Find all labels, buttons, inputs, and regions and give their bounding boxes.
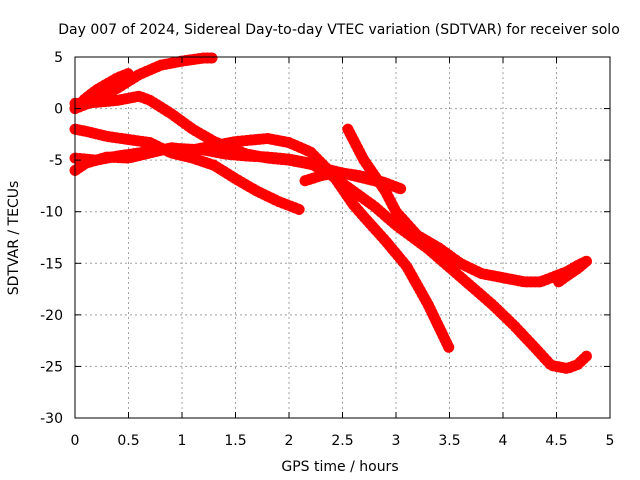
x-tick-label: 4.5	[545, 433, 567, 449]
y-axis-label: SDTVAR / TECUs	[6, 181, 22, 296]
x-tick-label: 0.5	[117, 433, 139, 449]
x-tick-label: 1.5	[224, 433, 246, 449]
x-tick-label: 2.5	[331, 433, 353, 449]
x-tick-label: 2	[285, 433, 294, 449]
axis-ticks: 0 0.5 1 1.5 2 2.5 3 3.5 4 4.5 5 5 0 -5 -10 -15 -20 -25 -30	[40, 50, 614, 449]
y-tick-label: -10	[40, 205, 63, 221]
x-axis-label: GPS time / hours	[281, 459, 398, 475]
x-tick-label: 4	[499, 433, 508, 449]
y-tick-label: 5	[54, 50, 63, 66]
y-tick-label: -20	[40, 308, 63, 324]
y-tick-label: 0	[54, 102, 63, 118]
series-track-4-markers	[69, 123, 306, 216]
x-tick-label: 0	[71, 433, 80, 449]
chart-grid	[75, 57, 610, 418]
y-tick-label: -25	[40, 359, 63, 375]
x-tick-label: 5	[606, 433, 615, 449]
y-tick-label: -15	[40, 256, 63, 272]
y-tick-label: -5	[49, 153, 63, 169]
data-series-layer	[69, 52, 592, 374]
x-tick-label: 1	[178, 433, 187, 449]
x-tick-label: 3	[392, 433, 401, 449]
y-tick-label: -30	[40, 411, 63, 427]
x-tick-label: 3.5	[438, 433, 460, 449]
chart-title: Day 007 of 2024, Sidereal Day-to-day VTE…	[58, 22, 620, 38]
plot-frame	[74, 56, 611, 419]
series-track-8-markers	[299, 167, 407, 195]
series-track-9-markers	[553, 255, 592, 288]
